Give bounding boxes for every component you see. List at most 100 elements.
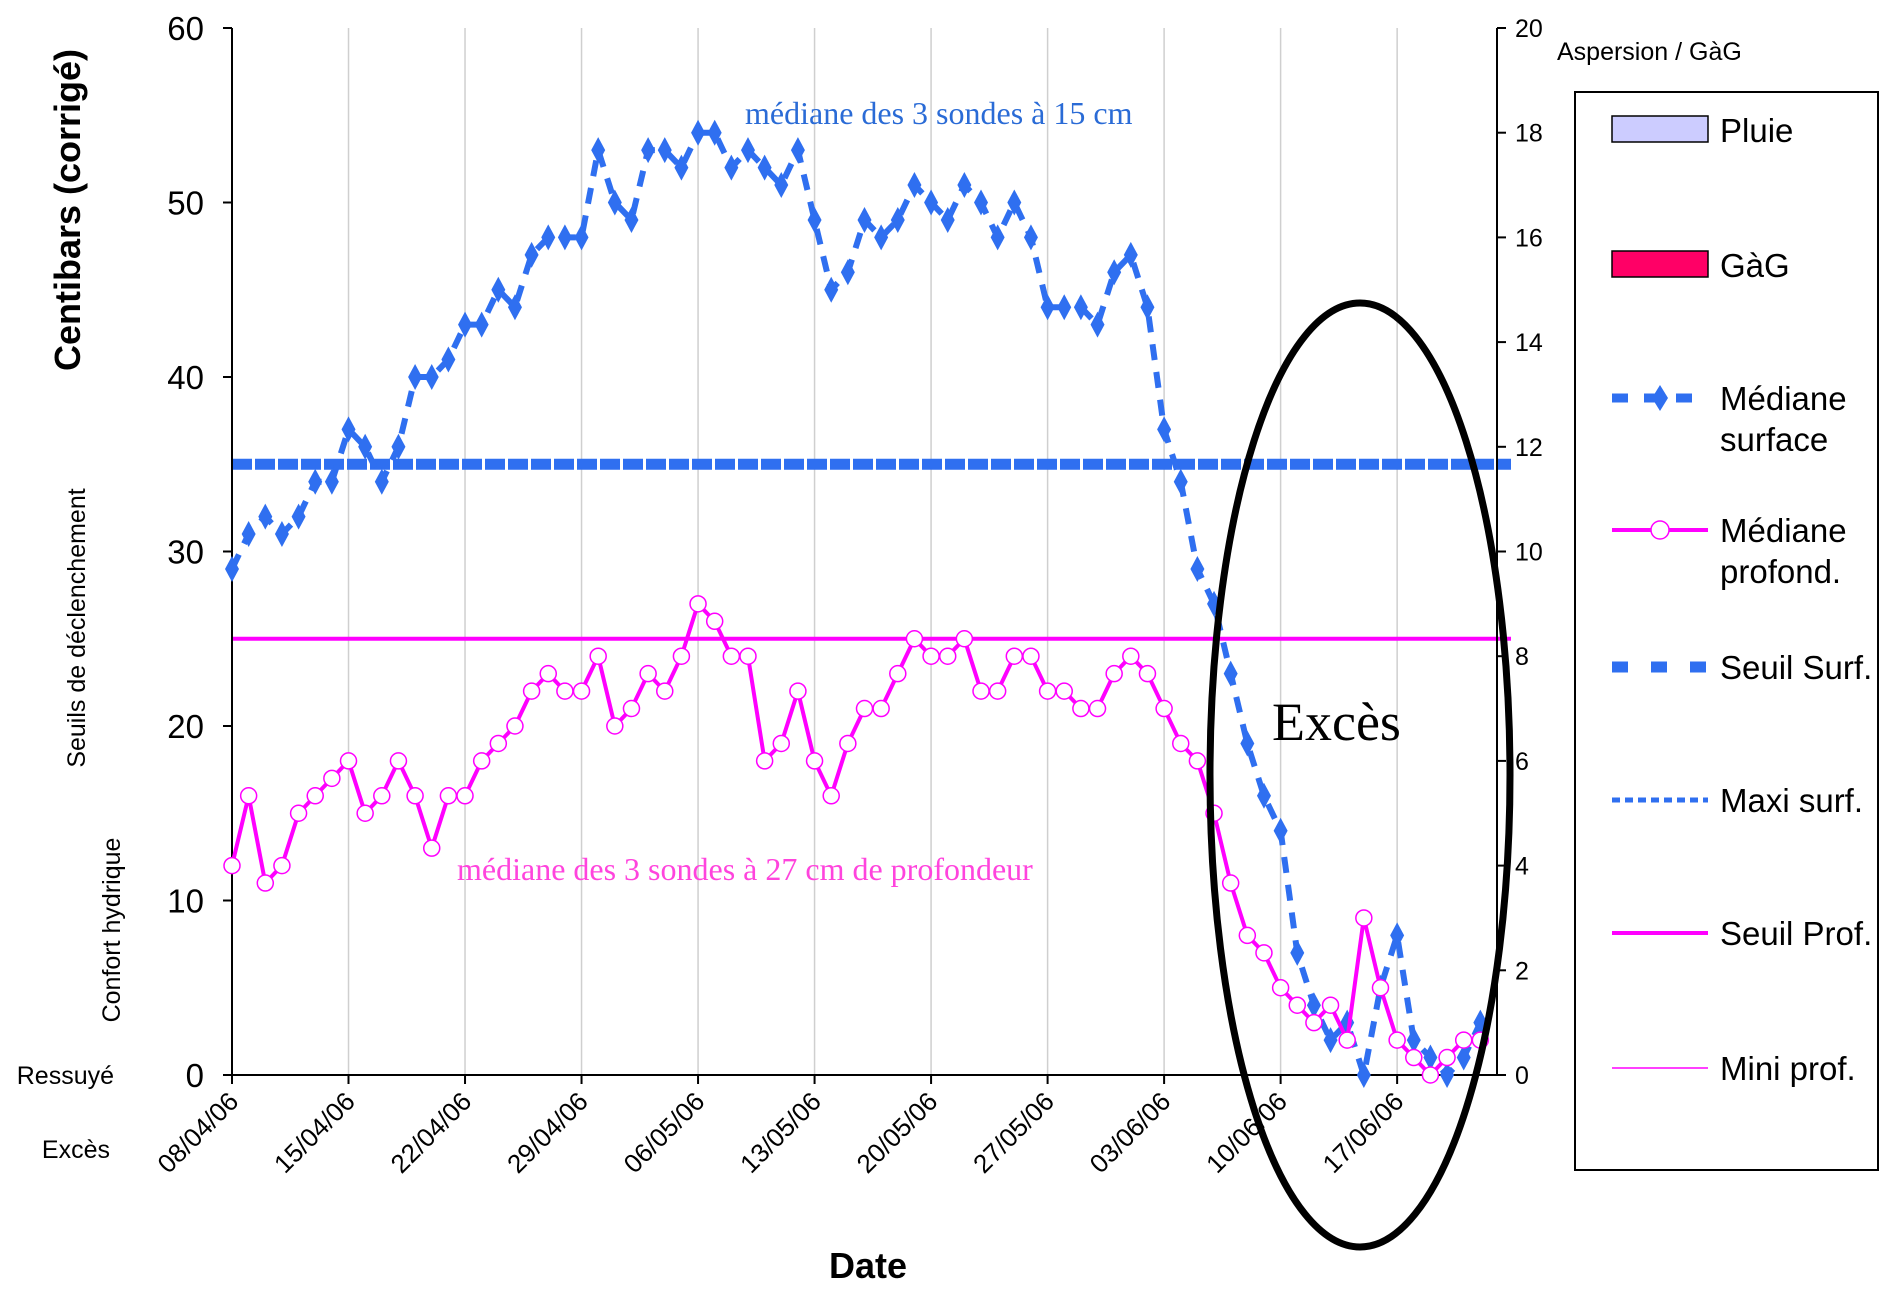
profond-point xyxy=(223,856,241,875)
legend-label: Maxi surf. xyxy=(1720,782,1863,819)
surface-point xyxy=(1157,416,1172,443)
x-tick-label: 13/05/06 xyxy=(734,1086,827,1179)
legend-label: profond. xyxy=(1720,553,1841,590)
profond-point xyxy=(739,647,757,665)
annotation-surface: médiane des 3 sondes à 15 cm xyxy=(745,95,1133,131)
profond-point xyxy=(1038,682,1057,700)
profond-point xyxy=(406,787,424,805)
profond-point xyxy=(1172,734,1190,753)
profond-point xyxy=(1188,752,1207,770)
legend-label: Seuil Prof. xyxy=(1720,915,1872,952)
surface-point xyxy=(1306,992,1321,1019)
profond-point xyxy=(839,734,857,753)
surface-point xyxy=(241,521,256,548)
profond-point xyxy=(1072,699,1090,718)
legend-item: GàG xyxy=(1611,247,1790,284)
surface-point xyxy=(774,172,789,199)
surface-point xyxy=(507,294,522,321)
surface-point xyxy=(1256,782,1271,809)
x-tick-label: 17/06/06 xyxy=(1317,1086,1410,1179)
surface-line xyxy=(229,129,1484,1080)
x-tick-label: 20/05/06 xyxy=(851,1086,944,1179)
surface-point xyxy=(424,364,439,390)
profond-point xyxy=(1321,996,1340,1014)
surface-point xyxy=(1107,259,1122,286)
surface-point xyxy=(874,224,889,251)
surface-point xyxy=(1073,294,1088,321)
x-tick-label: 08/04/06 xyxy=(151,1086,244,1179)
profond-point xyxy=(789,682,807,700)
legend-marker xyxy=(1652,385,1668,411)
surface-point xyxy=(1223,660,1238,687)
zone-label-ressuye: Ressuyé xyxy=(17,1062,114,1090)
surface-point xyxy=(974,189,989,216)
surface-point xyxy=(724,154,739,181)
profond-point xyxy=(256,874,275,892)
series-layer xyxy=(223,119,1490,1088)
profond-point xyxy=(339,752,358,770)
surface-point xyxy=(691,119,706,146)
profond-point xyxy=(1288,996,1307,1014)
profond-point xyxy=(656,682,674,700)
surface-point xyxy=(374,468,389,495)
surface-point xyxy=(824,276,839,303)
x-axis-title: Date xyxy=(829,1245,907,1286)
surface-point xyxy=(924,189,939,216)
legend-label: Médiane xyxy=(1720,512,1847,549)
profond-point xyxy=(306,787,324,805)
profond-point xyxy=(639,664,657,683)
x-tick-label: 29/04/06 xyxy=(501,1086,594,1179)
x-tick-label: 15/04/06 xyxy=(268,1086,361,1179)
legend-label: Pluie xyxy=(1720,112,1793,149)
profond-point xyxy=(589,647,607,665)
y-tick-label: 30 xyxy=(167,534,204,571)
surface-point xyxy=(840,259,855,286)
profond-point xyxy=(705,612,724,631)
x-tick-label: 03/06/06 xyxy=(1084,1086,1177,1179)
legend-item: Pluie xyxy=(1611,112,1793,149)
surface-point xyxy=(757,154,772,181)
legend-item: Maxi surf. xyxy=(1612,782,1863,819)
surface-point xyxy=(1190,555,1205,582)
profond-point xyxy=(472,752,491,770)
surface-point xyxy=(1356,1062,1371,1088)
profond-point xyxy=(755,752,774,770)
surface-point xyxy=(274,521,289,548)
surface-point xyxy=(957,172,972,199)
surface-point xyxy=(707,119,722,146)
axes xyxy=(223,27,1506,1084)
surface-point xyxy=(491,276,506,303)
surface-point xyxy=(574,224,589,251)
surface-point xyxy=(940,206,955,233)
x-axis-tick-labels: 08/04/06 15/04/06 22/04/06 29/04/06 06/05/06… xyxy=(151,1086,1409,1179)
profond-point xyxy=(922,647,940,665)
threshold-lines xyxy=(232,458,1511,641)
surface-point xyxy=(341,416,356,443)
annotation-profond: médiane des 3 sondes à 27 cm de profonde… xyxy=(457,851,1033,887)
y2-tick-label: 14 xyxy=(1515,329,1543,357)
legend-label: GàG xyxy=(1720,247,1790,284)
profond-point xyxy=(1255,944,1273,962)
surface-point xyxy=(557,224,572,251)
profond-point xyxy=(1221,874,1240,892)
profond-point xyxy=(1122,647,1140,665)
profond-point xyxy=(373,787,391,805)
y-tick-label: 20 xyxy=(167,708,204,745)
y-tick-label: 10 xyxy=(167,883,204,920)
surface-point xyxy=(740,137,755,164)
surface-point xyxy=(1023,224,1038,251)
profond-point xyxy=(889,664,907,683)
profond-point xyxy=(1005,647,1024,665)
surface-point xyxy=(607,189,622,216)
y-axis-tick-labels: 0 10 20 30 40 50 60 xyxy=(167,10,204,1094)
surface-point xyxy=(1440,1062,1455,1088)
y-tick-label: 40 xyxy=(167,359,204,396)
legend-swatch xyxy=(1611,250,1709,278)
x-tick-label: 27/05/06 xyxy=(967,1086,1060,1179)
surface-point xyxy=(308,468,323,495)
y2-tick-label: 10 xyxy=(1515,539,1543,567)
profond-point xyxy=(239,787,258,805)
y2-tick-label: 6 xyxy=(1515,748,1529,776)
surface-point xyxy=(474,311,489,338)
surface-point xyxy=(1040,294,1055,321)
